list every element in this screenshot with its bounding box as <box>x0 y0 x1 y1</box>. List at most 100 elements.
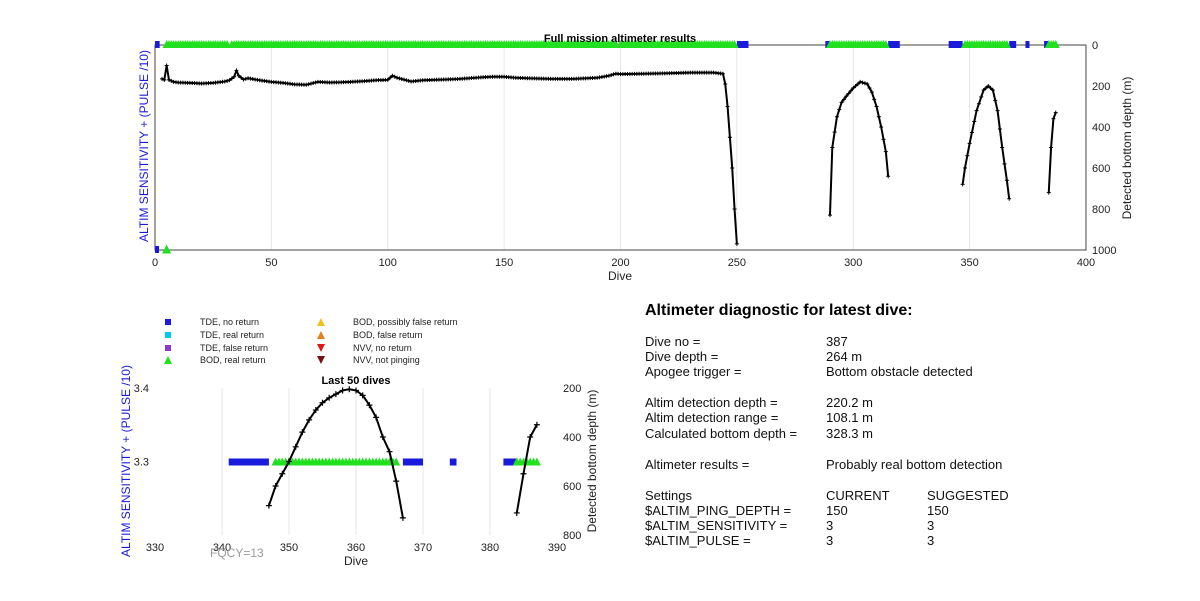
y-right-axis-label: Detected bottom depth (m) <box>585 390 599 533</box>
marker-layer <box>228 457 541 466</box>
depth-point <box>392 74 397 79</box>
x-tick-label: 390 <box>548 542 566 554</box>
depth-point <box>1046 190 1051 195</box>
depth-point <box>312 407 319 414</box>
y-left-tick-label: 3.4 <box>134 383 149 395</box>
depth-point <box>279 470 286 477</box>
depth-point <box>1000 145 1005 150</box>
depth-point <box>995 108 1000 113</box>
depth-point <box>513 509 520 516</box>
depth-point <box>827 213 832 218</box>
depth-series-line <box>515 424 538 514</box>
depth-point <box>983 86 988 91</box>
depth-point <box>972 119 977 124</box>
x-tick-label: 350 <box>960 257 978 269</box>
x-tick-label: 50 <box>265 257 277 269</box>
setting-label: $ALTIM_PING_DEPTH = <box>645 503 792 518</box>
setting-current: 3 <box>826 533 834 548</box>
diag-label: Dive no = <box>645 334 701 349</box>
x-tick-label: 0 <box>152 257 158 269</box>
x-tick-label: 400 <box>1077 257 1095 269</box>
depth-point <box>986 84 991 88</box>
y-right-tick-label: 0 <box>1092 40 1098 52</box>
depth-point <box>879 125 884 129</box>
y-left-axis-label: ALTIM SENSITIVITY + (PULSE /10) <box>119 365 133 557</box>
depth-point <box>960 182 965 187</box>
depth-point <box>734 241 739 246</box>
depth-point <box>969 130 974 135</box>
depth-point <box>385 77 390 82</box>
chart-title: Full mission altimeter results <box>544 33 696 45</box>
x-axis-label: Dive <box>344 554 368 568</box>
y-right-tick-label: 400 <box>1092 122 1110 134</box>
depth-point <box>720 71 725 76</box>
depth-point <box>390 73 395 78</box>
x-tick-label: 250 <box>728 257 746 269</box>
setting-suggested: 150 <box>927 503 949 518</box>
depth-point <box>164 63 169 68</box>
depth-point <box>1051 116 1056 121</box>
bod-real-return-marker <box>392 457 401 466</box>
diag-label: Calculated bottom depth = <box>645 426 798 441</box>
y-right-tick-label: 200 <box>1092 81 1110 93</box>
depth-point <box>169 78 174 83</box>
y-right-tick-labels: 0 200 400 600 800 1000 <box>1092 40 1116 257</box>
settings-header-label: Settings <box>645 488 692 503</box>
depth-point <box>313 80 318 85</box>
setting-label: $ALTIM_SENSITIVITY = <box>645 518 788 533</box>
bod-real-return-marker <box>532 457 541 466</box>
depth-point <box>839 100 844 105</box>
depth-point <box>830 145 835 150</box>
depth-point <box>876 114 881 119</box>
depth-point <box>730 166 735 170</box>
y-right-tick-label: 1000 <box>1092 245 1116 257</box>
depth-point <box>353 387 359 394</box>
depth-point <box>853 84 858 88</box>
setting-suggested: 3 <box>927 518 935 533</box>
x-axis-label: Dive <box>608 269 632 283</box>
diag-label: Apogee trigger = <box>645 364 742 379</box>
depth-point <box>373 414 380 421</box>
tde-no-return-marker <box>402 458 423 466</box>
diag-label: Altimeter results = <box>645 457 750 472</box>
settings-header-current: CURRENT <box>826 488 890 503</box>
depth-point <box>229 76 234 81</box>
chart-title: Last 50 dives <box>321 375 390 387</box>
x-tick-label: 150 <box>495 257 513 269</box>
depth-point <box>846 91 851 96</box>
depth-point <box>299 429 306 436</box>
diag-value: Bottom obstacle detected <box>826 364 973 379</box>
setting-current: 150 <box>826 503 848 518</box>
bod-real-return-marker <box>162 244 172 254</box>
diag-value: 264 m <box>826 349 863 364</box>
x-tick-labels: 330 340 350 360 370 380 390 <box>146 542 566 554</box>
y-right-tick-label: 600 <box>1092 163 1110 175</box>
diag-value: Probably real bottom detection <box>826 457 1003 472</box>
tde-no-return-marker <box>1044 41 1049 48</box>
depth-point <box>306 416 313 423</box>
depth-point <box>222 79 227 84</box>
depth-point <box>326 394 333 401</box>
depth-point <box>1004 178 1009 183</box>
depth-point <box>159 76 164 81</box>
depth-point <box>844 94 849 99</box>
depth-point <box>851 86 856 91</box>
depth-point <box>386 448 393 455</box>
depth-point <box>241 77 246 82</box>
depth-point <box>227 78 232 83</box>
depth-point <box>292 443 299 450</box>
depth-point <box>727 135 732 140</box>
depth-point <box>837 107 842 112</box>
depth-point <box>606 73 611 78</box>
tde-no-return-marker <box>155 41 160 48</box>
x-tick-labels: 0 50 100 150 200 250 300 350 400 <box>152 257 1095 269</box>
depth-point <box>611 72 616 77</box>
depth-point <box>272 483 279 489</box>
tde-no-return-marker <box>825 41 830 48</box>
bod-real-return-marker <box>1051 40 1060 48</box>
tde-no-return-marker <box>503 458 517 466</box>
y-right-tick-label: 800 <box>563 530 581 542</box>
depth-point <box>533 421 540 428</box>
depth-point <box>834 114 839 119</box>
